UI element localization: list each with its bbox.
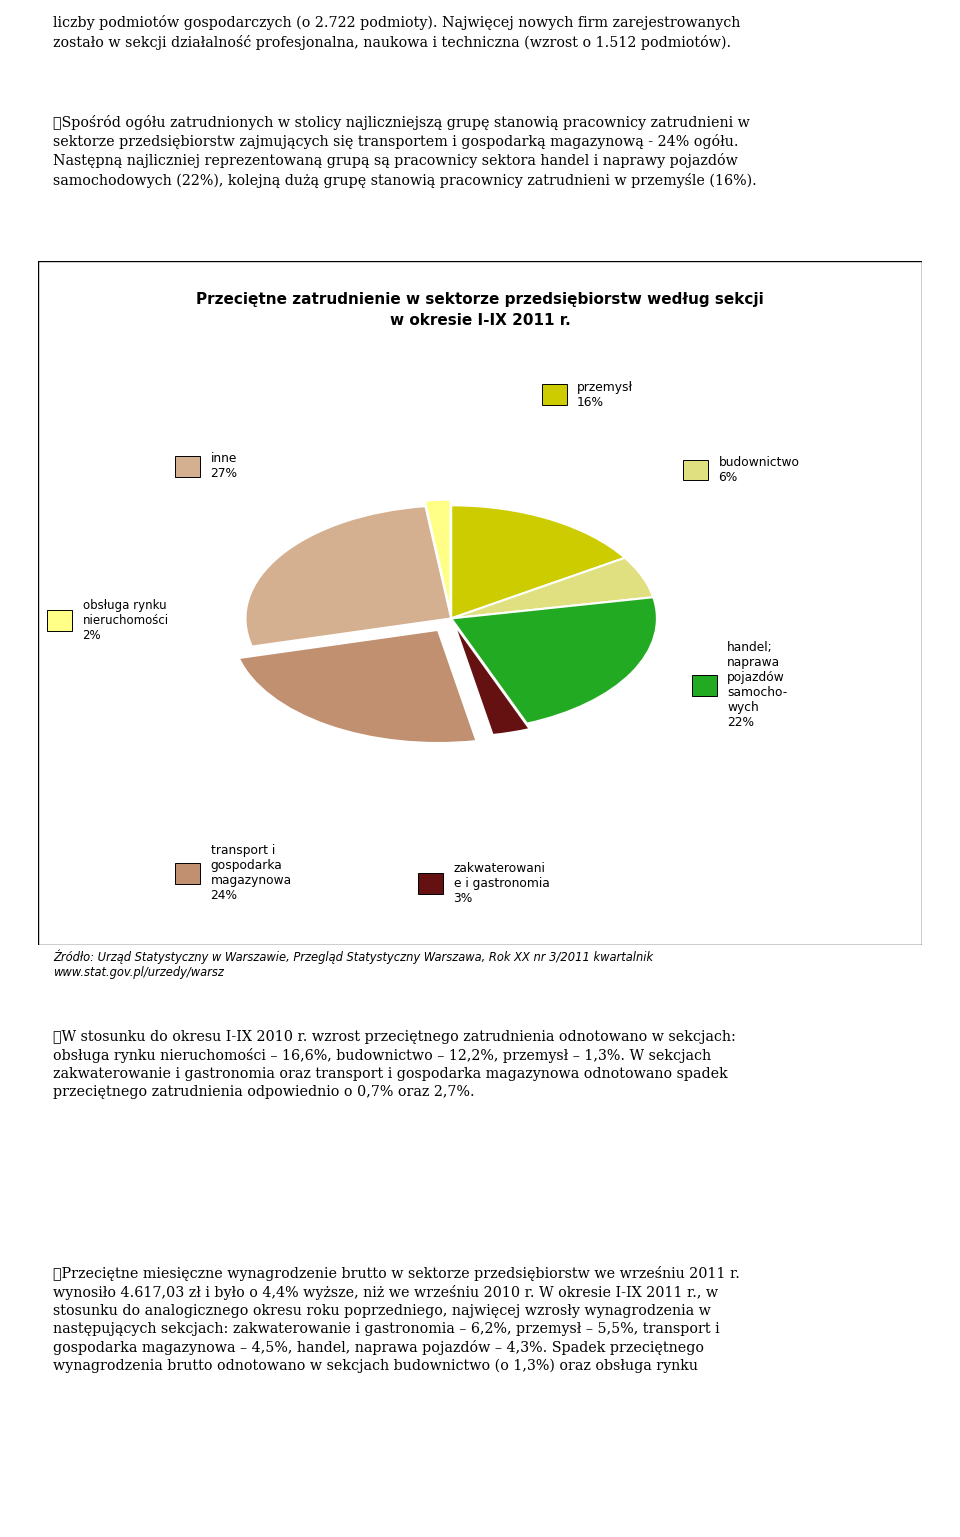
Wedge shape xyxy=(239,630,476,742)
Text: W stosunku do okresu I-IX 2010 r. wzrost przeciętnego zatrudnienia odnotowano w : W stosunku do okresu I-IX 2010 r. wzrost… xyxy=(53,1030,735,1099)
Wedge shape xyxy=(454,624,530,735)
Text: budownictwo
6%: budownictwo 6% xyxy=(718,456,800,484)
Bar xyxy=(47,610,72,630)
Text: Źródło: Urząd Statystyczny w Warszawie, Przegląd Statystyczny Warszawa, Rok XX n: Źródło: Urząd Statystyczny w Warszawie, … xyxy=(53,950,653,979)
Text: Przeciętne zatrudnienie w sektorze przedsiębiorstw według sekcji
w okresie I-IX : Przeciętne zatrudnienie w sektorze przed… xyxy=(196,292,764,327)
Text: liczby podmiotów gospodarczych (o 2.722 podmioty). Najwięcej nowych firm zarejes: liczby podmiotów gospodarczych (o 2.722 … xyxy=(53,15,740,49)
Text: handel;
naprawa
pojazdów
samocho-
wych
22%: handel; naprawa pojazdów samocho- wych 2… xyxy=(728,641,787,730)
Bar xyxy=(684,460,708,480)
Text: obsługa rynku
nieruchomości
2%: obsługa rynku nieruchomości 2% xyxy=(83,599,169,642)
Wedge shape xyxy=(246,506,451,647)
Text: zakwaterowani
e i gastronomia
3%: zakwaterowani e i gastronomia 3% xyxy=(453,862,549,905)
Bar xyxy=(692,675,717,696)
Wedge shape xyxy=(451,598,657,724)
FancyBboxPatch shape xyxy=(38,261,922,945)
Bar xyxy=(419,873,443,895)
Bar xyxy=(176,456,200,476)
Text: przemysł
16%: przemysł 16% xyxy=(577,381,634,409)
Text: Przeciętne miesięczne wynagrodzenie brutto w sektorze przedsiębiorstw we wrześni: Przeciętne miesięczne wynagrodzenie brut… xyxy=(53,1266,739,1374)
Text: inne
27%: inne 27% xyxy=(210,452,238,481)
Bar xyxy=(541,384,566,404)
Wedge shape xyxy=(451,558,653,618)
Bar xyxy=(176,864,200,884)
Text: transport i
gospodarka
magazynowa
24%: transport i gospodarka magazynowa 24% xyxy=(210,844,292,902)
Wedge shape xyxy=(424,500,450,613)
Wedge shape xyxy=(451,506,625,618)
Text: Spośród ogółu zatrudnionych w stolicy najliczniejszą grupę stanowią pracownicy z: Spośród ogółu zatrudnionych w stolicy na… xyxy=(53,115,756,188)
